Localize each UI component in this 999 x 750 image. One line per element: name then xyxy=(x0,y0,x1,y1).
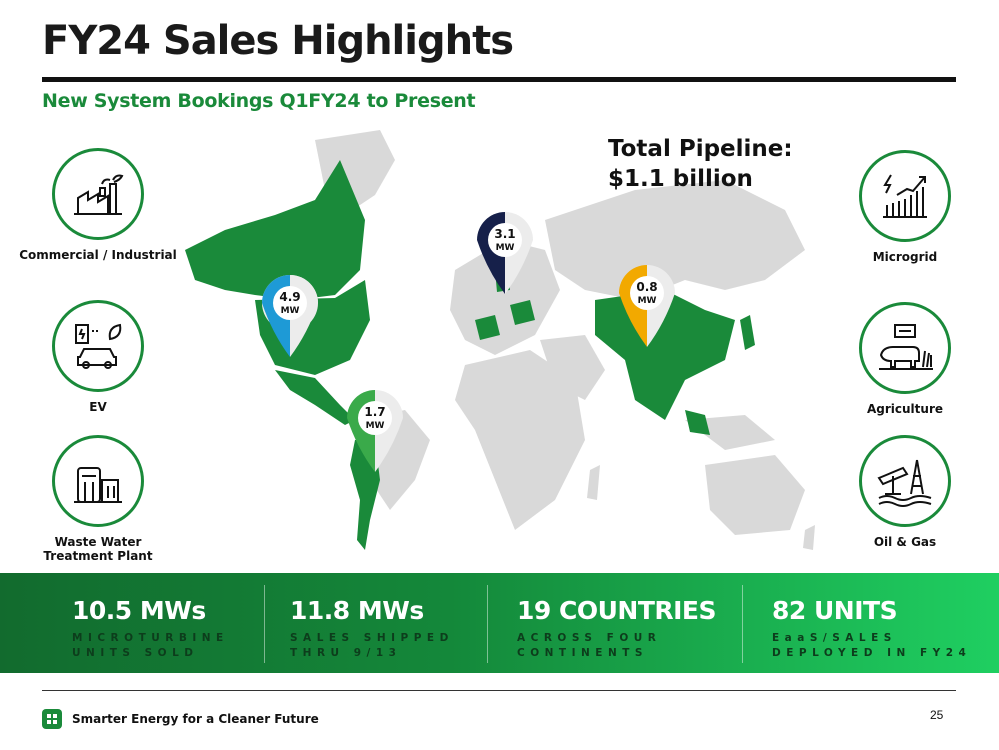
stats-band xyxy=(0,573,999,673)
category-label: Commercial / Industrial xyxy=(19,248,177,262)
stat-caption-line1: SALES SHIPPED xyxy=(290,632,454,644)
stat-value: 11.8 MWs xyxy=(290,596,424,625)
water-tank-icon xyxy=(52,435,144,527)
pin-value: 1.7 xyxy=(364,405,385,419)
category-commercial-industrial: Commercial / Industrial xyxy=(18,148,178,262)
pin-south-america: 1.7 MW xyxy=(347,390,403,472)
stat-caption-line1: ACROSS FOUR xyxy=(517,632,662,644)
pin-value: 0.8 xyxy=(636,280,657,294)
footer-rule xyxy=(42,690,956,691)
world-map: 4.9 MW 1.7 MW 3.1 MW 0.8 MW xyxy=(185,130,815,550)
stat-mws-shipped: 11.8 MWs SALES SHIPPED THRU 9/13 xyxy=(290,596,454,661)
growth-chart-icon xyxy=(859,150,951,242)
pipeline-value: $1.1 billion xyxy=(608,166,753,192)
page-number: 25 xyxy=(930,708,944,722)
company-logo-icon xyxy=(42,709,62,729)
category-label: Agriculture xyxy=(866,402,943,416)
pin-europe: 3.1 MW xyxy=(477,212,533,294)
stat-value: 10.5 MWs xyxy=(72,596,206,625)
pin-asia: 0.8 MW xyxy=(619,265,675,347)
pin-unit: MW xyxy=(281,306,300,316)
ev-charging-icon xyxy=(52,300,144,392)
category-waste-water: Waste Water Treatment Plant xyxy=(18,435,178,563)
stat-caption-line2: DEPLOYED IN FY24 xyxy=(772,647,972,659)
stat-caption-line1: EaaS/SALES xyxy=(772,632,897,644)
oil-rig-icon xyxy=(859,435,951,527)
stat-mws-sold: 10.5 MWs MICROTURBINE UNITS SOLD xyxy=(72,596,229,661)
stat-divider xyxy=(742,585,743,663)
total-pipeline: Total Pipeline: $1.1 billion xyxy=(608,134,793,194)
category-microgrid: Microgrid xyxy=(825,150,985,264)
stat-caption-line1: MICROTURBINE xyxy=(72,632,229,644)
pin-unit: MW xyxy=(638,296,657,306)
stat-value: 82 UNITS xyxy=(772,596,898,625)
category-oil-gas: Oil & Gas xyxy=(825,435,985,549)
category-agriculture: Agriculture xyxy=(825,302,985,416)
stat-caption-line2: CONTINENTS xyxy=(517,647,648,659)
stat-caption-line2: THRU 9/13 xyxy=(290,647,402,659)
pipeline-label: Total Pipeline: xyxy=(608,136,793,162)
pin-value: 4.9 xyxy=(279,290,300,304)
pin-north-america: 4.9 MW xyxy=(262,275,318,357)
stat-divider xyxy=(264,585,265,663)
category-label: Waste Water Treatment Plant xyxy=(43,535,153,563)
page-subtitle: New System Bookings Q1FY24 to Present xyxy=(42,90,476,112)
stat-countries: 19 COUNTRIES ACROSS FOUR CONTINENTS xyxy=(517,596,717,661)
map-base-land xyxy=(315,130,815,550)
factory-icon xyxy=(52,148,144,240)
category-label: Microgrid xyxy=(872,250,938,264)
title-rule xyxy=(42,77,956,82)
stat-caption-line2: UNITS SOLD xyxy=(72,647,199,659)
stat-divider xyxy=(487,585,488,663)
pin-unit: MW xyxy=(496,243,515,253)
cow-icon xyxy=(859,302,951,394)
footer-tagline: Smarter Energy for a Cleaner Future xyxy=(72,712,319,726)
stat-value: 19 COUNTRIES xyxy=(517,596,717,625)
category-ev: EV xyxy=(18,300,178,414)
category-label: EV xyxy=(89,400,107,414)
page-title: FY24 Sales Highlights xyxy=(42,18,514,64)
category-label: Oil & Gas xyxy=(873,535,937,549)
pin-value: 3.1 xyxy=(494,227,515,241)
pin-unit: MW xyxy=(366,421,385,431)
stat-units: 82 UNITS EaaS/SALES DEPLOYED IN FY24 xyxy=(772,596,971,661)
